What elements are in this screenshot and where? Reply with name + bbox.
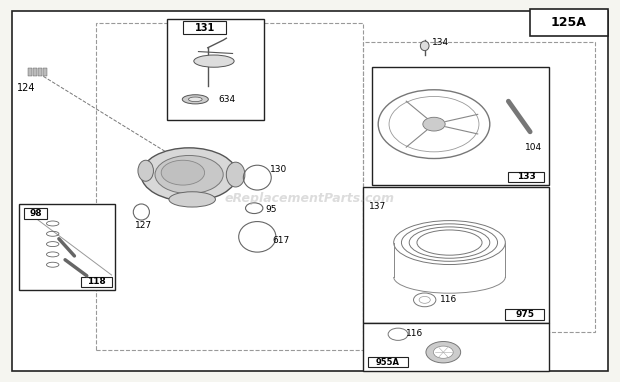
Bar [183, 21, 226, 34]
Text: 118: 118 [87, 277, 105, 286]
Text: eReplacementParts.com: eReplacementParts.com [225, 192, 395, 205]
Ellipse shape [188, 97, 202, 102]
Bar [530, 9, 608, 36]
Text: 95: 95 [265, 205, 277, 214]
Bar [19, 204, 115, 290]
Text: 634: 634 [219, 95, 236, 104]
Ellipse shape [194, 55, 234, 67]
Ellipse shape [182, 95, 208, 104]
Ellipse shape [169, 192, 216, 207]
Text: 130: 130 [270, 165, 287, 175]
Text: 131: 131 [195, 23, 215, 32]
Ellipse shape [155, 155, 223, 194]
Text: 98: 98 [29, 209, 42, 218]
Bar [24, 208, 47, 219]
Circle shape [426, 342, 461, 363]
Ellipse shape [226, 162, 245, 187]
Bar [43, 68, 46, 76]
Bar [81, 277, 112, 287]
Text: 124: 124 [17, 83, 35, 93]
Ellipse shape [420, 41, 429, 50]
Bar [363, 187, 549, 323]
Text: 955A: 955A [376, 358, 399, 367]
Bar [28, 68, 32, 76]
Bar [33, 68, 37, 76]
Bar [508, 172, 544, 182]
Text: 975: 975 [516, 310, 534, 319]
Text: 127: 127 [135, 221, 153, 230]
Text: 134: 134 [432, 37, 450, 47]
Bar [38, 68, 42, 76]
Bar [505, 309, 544, 320]
Text: 137: 137 [369, 202, 386, 211]
Text: 116: 116 [440, 295, 458, 304]
Text: 133: 133 [517, 172, 536, 181]
Bar [372, 67, 549, 185]
Bar [368, 357, 408, 367]
Bar [167, 19, 264, 120]
Text: 116: 116 [406, 329, 423, 338]
Text: 104: 104 [525, 142, 542, 152]
Bar [363, 323, 549, 371]
Circle shape [423, 117, 445, 131]
Ellipse shape [161, 160, 205, 185]
Bar [363, 42, 595, 332]
Bar [96, 23, 363, 350]
Circle shape [433, 346, 453, 358]
Text: 125A: 125A [551, 16, 587, 29]
Ellipse shape [138, 160, 153, 181]
Ellipse shape [141, 148, 237, 201]
Text: 617: 617 [273, 236, 290, 245]
